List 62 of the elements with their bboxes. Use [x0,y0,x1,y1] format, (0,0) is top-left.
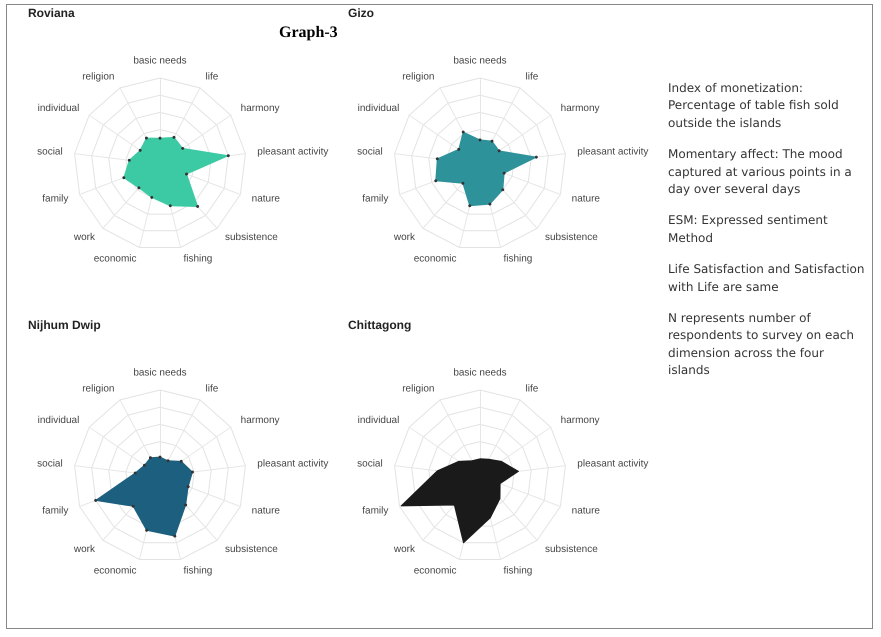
spoke-label: basic needs [133,368,187,378]
text: N represents number of respondents to survey on each dimension across the four islands [668,310,855,380]
chart-title: Roviana [28,6,75,20]
spoke-label: family [42,193,68,204]
spoke-label: nature [572,193,600,204]
spoke-label: work [72,544,96,555]
spoke-label: individual [38,102,80,114]
spoke-label: subsistence [224,232,278,243]
spoke-label: harmony [240,102,280,114]
spoke-label: family [42,505,68,516]
spoke-label: harmony [240,414,280,426]
chart-title: Nijhum Dwip [28,318,101,332]
spoke-label: basic needs [453,368,507,378]
spoke-label: nature [572,505,600,516]
spoke-label: basic needs [453,56,507,66]
spoke-label: family [362,505,388,516]
spoke-label: basic needs [133,56,187,66]
spoke-label: nature [252,505,280,516]
text: Life Satisfaction and Satisfaction with Life are same [668,261,866,296]
spoke-label: subsistence [544,544,598,555]
spoke-label: fishing [183,566,212,577]
text: Momentary affect: The mood captured at various points in a day over several days [668,146,853,198]
spoke-label: social [37,458,63,470]
spoke-label: economic [414,254,457,265]
spoke-label: subsistence [224,544,278,555]
spoke-label: pleasant activity [257,146,328,158]
spoke-label: religion [402,384,434,395]
spoke-label: fishing [503,254,532,265]
spoke-label: family [362,193,388,204]
spoke-label: life [526,72,539,83]
spoke-label: life [206,384,219,395]
spoke-label: subsistence [544,232,598,243]
chart-title: Gizo [348,6,374,20]
spoke-label: work [392,544,416,555]
spoke-label: harmony [560,414,600,426]
spoke-label: economic [94,566,137,577]
spoke-label: social [37,146,63,158]
spoke-label: harmony [560,102,600,114]
spoke-label: fishing [503,566,532,577]
text: Index of monetization: Percentage of table fish sold outside the islands [668,80,840,132]
spoke-label: life [206,72,219,83]
spoke-label: fishing [183,254,212,265]
spoke-label: economic [94,254,137,265]
spoke-label: religion [402,72,434,83]
spoke-label: social [357,146,383,158]
spoke-label: work [392,232,416,243]
spoke-label: individual [38,414,80,426]
spoke-label: pleasant activity [257,458,328,470]
spoke-label: pleasant activity [577,146,648,158]
text: Graph-3 [279,24,338,42]
spoke-label: individual [358,414,400,426]
chart-title: Chittagong [348,318,412,332]
spoke-label: pleasant activity [577,458,648,470]
spoke-label: social [357,458,383,470]
spoke-label: religion [82,72,114,83]
spoke-label: individual [358,102,400,114]
spoke-label: nature [252,193,280,204]
spoke-label: economic [414,566,457,577]
spoke-label: work [72,232,96,243]
text: ESM: Expressed sentiment Method [668,212,829,247]
spoke-label: life [526,384,539,395]
spoke-label: religion [82,384,114,395]
